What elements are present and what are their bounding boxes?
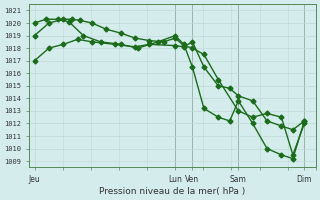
X-axis label: Pression niveau de la mer( hPa ): Pression niveau de la mer( hPa ) [99,187,245,196]
